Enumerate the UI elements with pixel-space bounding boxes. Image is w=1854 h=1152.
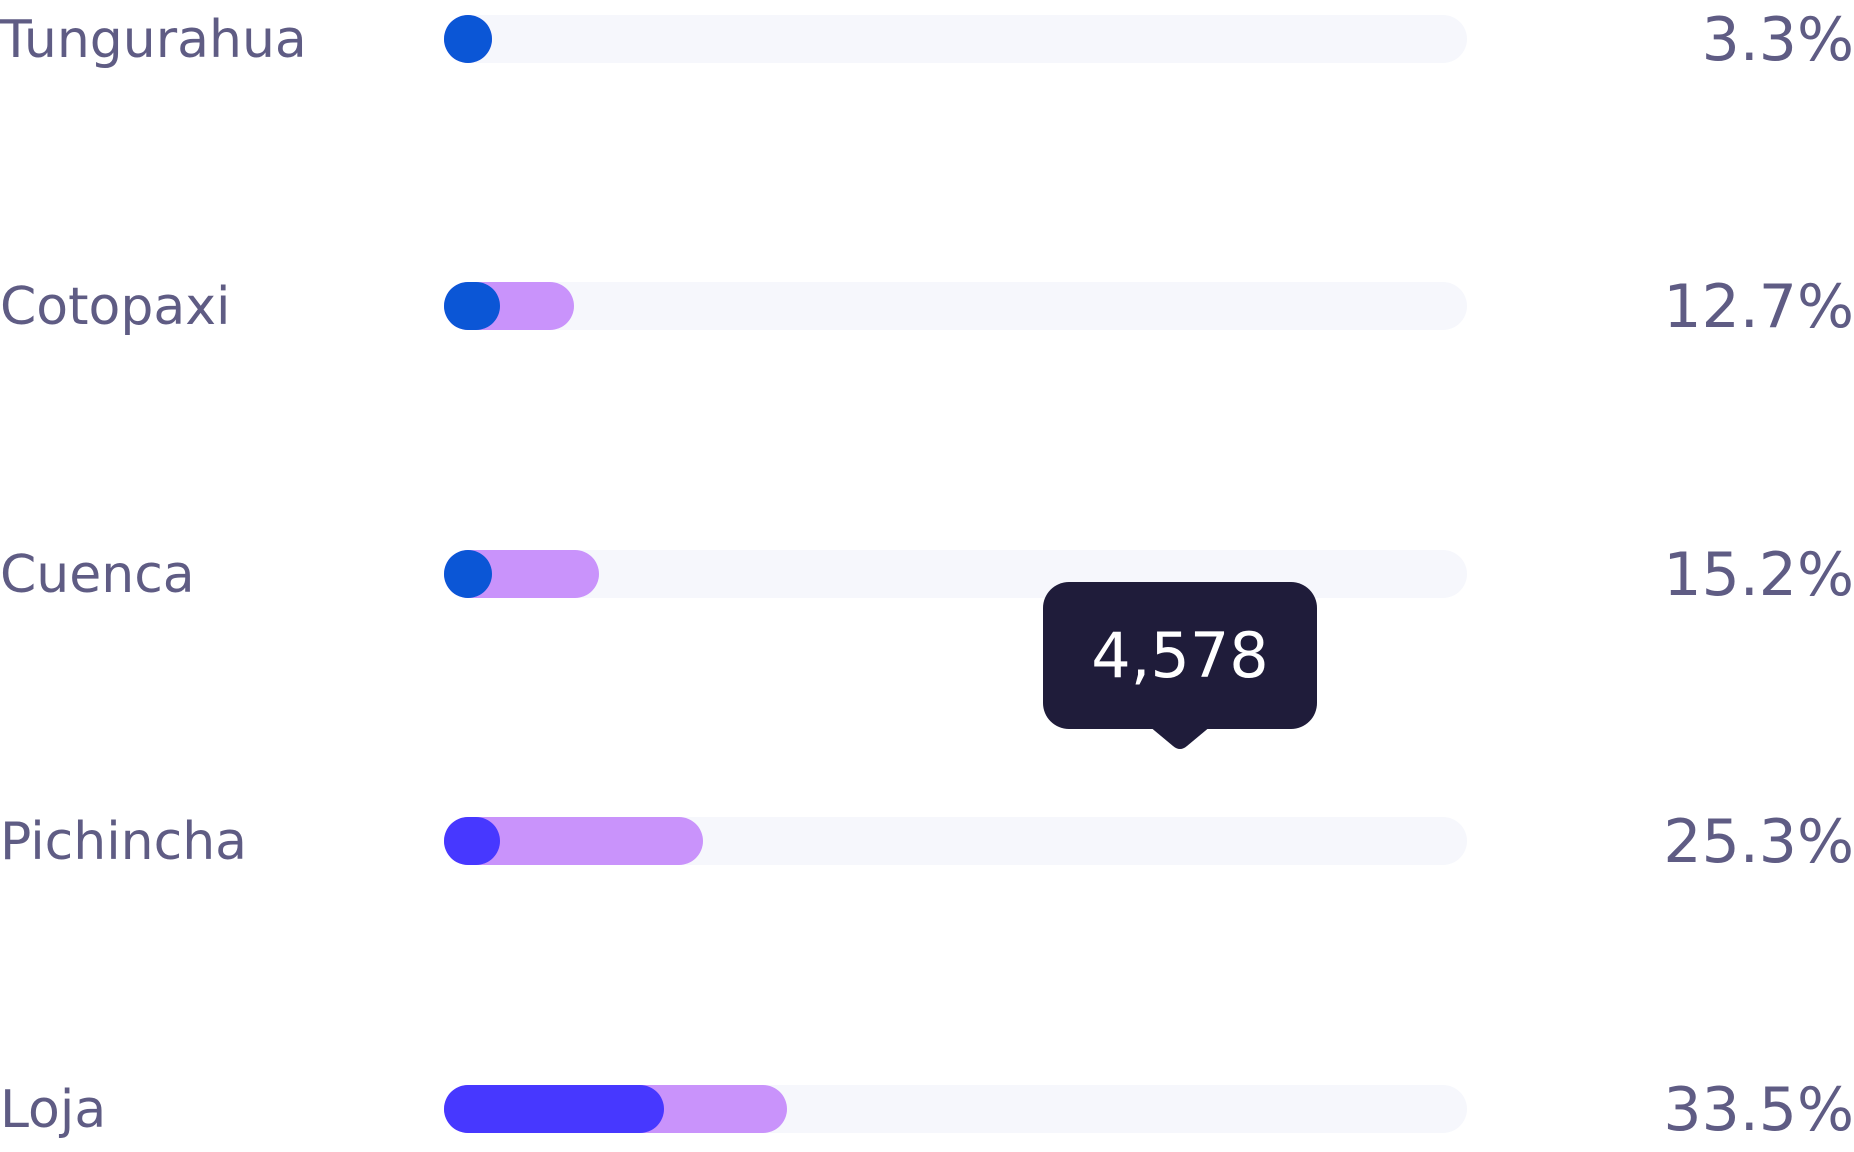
bar-track <box>444 1085 1467 1133</box>
percent-label: 3.3% <box>1701 5 1854 75</box>
category-label: Cuenca <box>0 545 195 605</box>
bar-track <box>444 817 1467 865</box>
value-tooltip: 4,578 <box>1043 582 1317 729</box>
category-label: Loja <box>0 1080 107 1140</box>
category-label: Cotopaxi <box>0 277 231 337</box>
bar-track <box>444 282 1467 330</box>
percent-label: 15.2% <box>1663 540 1854 610</box>
bar-track <box>444 550 1467 598</box>
bar-row: Tungurahua 3.3% <box>0 10 1854 70</box>
category-label: Pichincha <box>0 812 248 872</box>
bar-primary[interactable] <box>444 1085 664 1133</box>
percent-label: 33.5% <box>1663 1075 1854 1145</box>
bar-primary[interactable] <box>444 15 492 63</box>
bar-row: Pichincha 25.3% <box>0 812 1854 872</box>
bar-track <box>444 15 1467 63</box>
percent-label: 12.7% <box>1663 272 1854 342</box>
bar-row: Cuenca 15.2% <box>0 545 1854 605</box>
bar-row: Cotopaxi 12.7% <box>0 277 1854 337</box>
category-label: Tungurahua <box>0 10 307 70</box>
bar-primary[interactable] <box>444 282 501 330</box>
bar-primary[interactable] <box>444 550 492 598</box>
percent-label: 25.3% <box>1663 807 1854 877</box>
tooltip-arrow <box>1149 726 1211 749</box>
bar-row: Loja 33.5% <box>0 1080 1854 1140</box>
bar-primary[interactable] <box>444 817 501 865</box>
